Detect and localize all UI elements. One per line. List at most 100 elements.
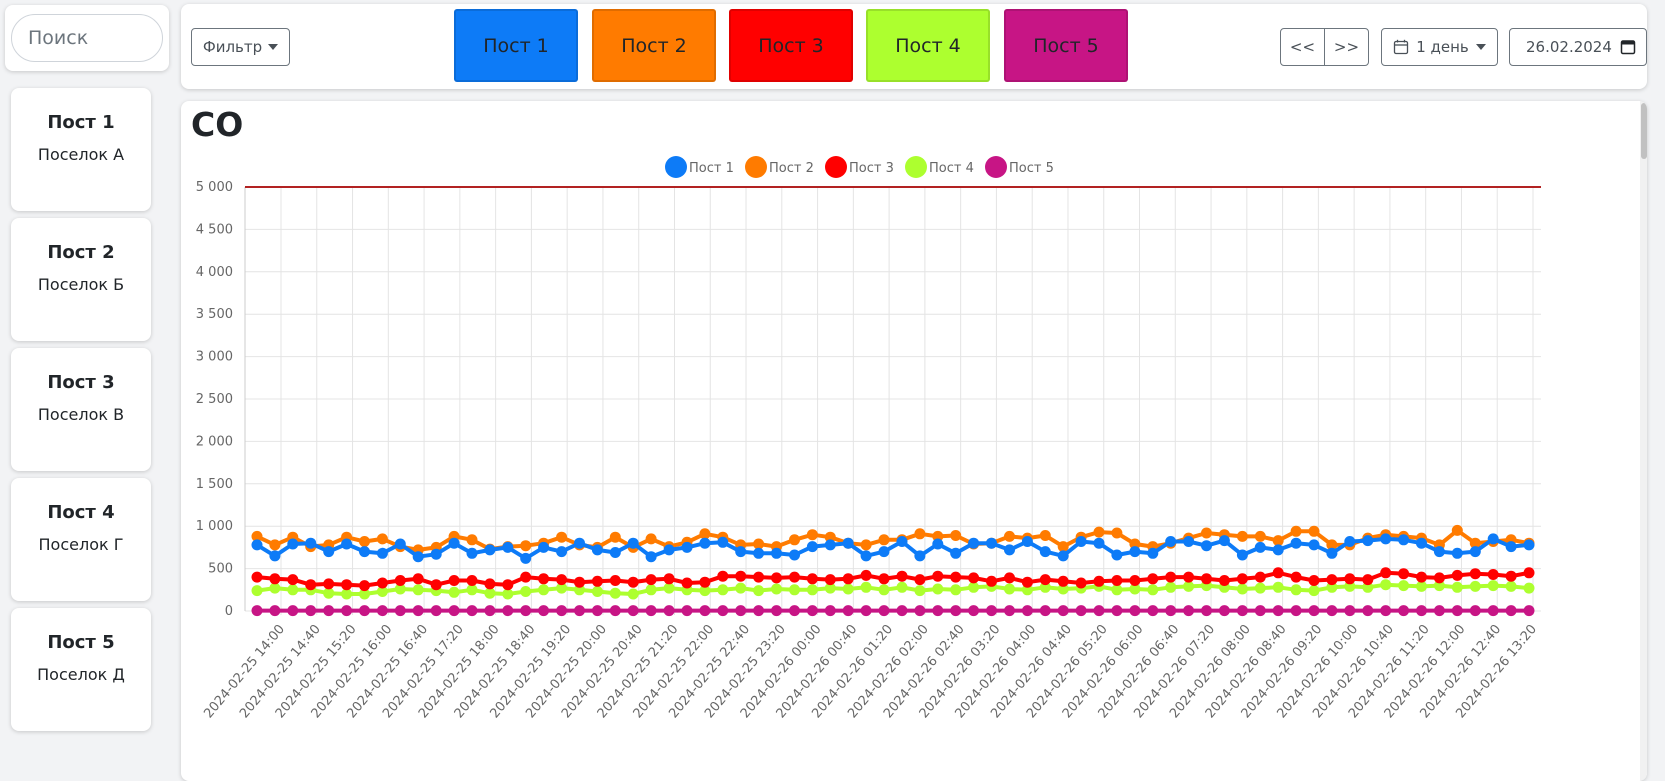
legend-marker — [905, 156, 927, 178]
y-tick-label: 5 000 — [196, 180, 233, 195]
scrollbar-thumb[interactable] — [1641, 103, 1647, 159]
data-point — [1039, 574, 1051, 586]
data-point — [269, 539, 281, 551]
data-point — [645, 533, 657, 545]
filter-dropdown-button[interactable]: Фильтр — [191, 28, 290, 66]
data-point — [1129, 575, 1141, 586]
data-point — [1147, 547, 1159, 559]
sidebar-post-card[interactable]: Пост 2 Поселок Б — [11, 218, 151, 341]
data-point — [878, 573, 890, 585]
series-line — [256, 570, 1530, 588]
data-point — [520, 605, 532, 617]
y-tick-label: 2 000 — [196, 434, 233, 449]
data-point — [1183, 571, 1195, 583]
data-point — [448, 586, 460, 598]
data-point — [753, 585, 765, 597]
data-point — [394, 605, 406, 617]
post-toggle-button[interactable]: Пост 3 — [729, 9, 853, 82]
period-dropdown-button[interactable]: 1 день — [1381, 28, 1498, 66]
data-point — [1469, 537, 1481, 549]
data-point — [1004, 583, 1015, 595]
data-point — [502, 605, 514, 617]
post-card-subtitle: Поселок Д — [37, 665, 125, 684]
data-point — [1236, 549, 1248, 561]
data-point — [323, 587, 335, 599]
post-toggle-button[interactable]: Пост 5 — [1004, 9, 1128, 82]
sidebar-post-card[interactable]: Пост 1 Поселок А — [11, 88, 151, 211]
data-point — [251, 530, 263, 542]
data-point — [932, 530, 944, 542]
y-tick-label: 0 — [225, 604, 233, 619]
chart-title: CO — [191, 105, 244, 144]
post-toggle-label: Пост 3 — [758, 34, 824, 57]
sidebar-post-card[interactable]: Пост 4 Поселок Г — [11, 478, 151, 601]
data-point — [842, 605, 854, 617]
series-4 — [251, 579, 1535, 600]
data-point — [986, 537, 997, 549]
data-point — [1290, 525, 1302, 537]
data-point — [627, 537, 639, 549]
data-point — [1057, 583, 1069, 595]
legend-marker — [985, 156, 1007, 178]
data-point — [394, 575, 406, 586]
data-point — [806, 573, 818, 585]
y-tick-label: 4 500 — [196, 222, 233, 237]
data-point — [1039, 581, 1051, 593]
data-point — [1004, 605, 1015, 617]
data-point — [1487, 569, 1499, 580]
data-point — [986, 575, 997, 587]
data-point — [1111, 527, 1123, 539]
data-point — [1254, 530, 1266, 542]
caret-down-icon — [1475, 44, 1486, 50]
data-point — [1218, 605, 1230, 617]
data-point — [1004, 530, 1015, 542]
data-point — [1433, 605, 1445, 617]
data-point — [305, 537, 317, 549]
data-point — [806, 529, 818, 541]
data-point — [1236, 530, 1248, 542]
post-toggle-button[interactable]: Пост 2 — [592, 9, 716, 82]
data-point — [341, 605, 353, 617]
data-point — [950, 605, 962, 617]
post-card-subtitle: Поселок В — [37, 405, 125, 424]
sidebar-post-card[interactable]: Пост 5 Поселок Д — [11, 608, 151, 731]
data-point — [1272, 544, 1284, 556]
data-point — [878, 546, 890, 558]
data-point — [914, 550, 926, 562]
data-point — [1505, 605, 1517, 617]
data-point — [771, 547, 782, 559]
data-point — [1147, 573, 1159, 585]
data-point — [251, 571, 263, 583]
data-point — [932, 570, 944, 582]
data-point — [1057, 575, 1069, 587]
data-point — [1380, 533, 1392, 545]
data-point — [448, 575, 460, 586]
data-point — [359, 605, 370, 617]
search-input[interactable] — [11, 14, 163, 62]
data-point — [591, 586, 603, 597]
data-point — [556, 531, 568, 543]
date-value: 26.02.2024 — [1526, 38, 1612, 56]
vertical-scrollbar[interactable] — [1640, 101, 1647, 781]
data-point — [806, 584, 818, 596]
data-point — [681, 605, 693, 617]
data-point — [717, 605, 729, 617]
data-point — [645, 605, 657, 617]
legend-label: Пост 1 — [689, 161, 734, 176]
date-input[interactable]: 26.02.2024 — [1509, 28, 1647, 66]
sidebar-post-card[interactable]: Пост 3 Поселок В — [11, 348, 151, 471]
post-toggle-label: Пост 2 — [621, 34, 687, 57]
prev-period-button[interactable]: << — [1289, 38, 1316, 56]
post-toggle-button[interactable]: Пост 4 — [866, 9, 990, 82]
next-period-button[interactable]: >> — [1324, 29, 1368, 65]
data-point — [269, 582, 281, 594]
data-point — [878, 605, 890, 617]
data-point — [359, 536, 370, 547]
data-point — [609, 575, 621, 586]
calendar-icon[interactable] — [1620, 39, 1636, 55]
post-toggle-button[interactable]: Пост 1 — [454, 9, 578, 82]
data-point — [1326, 605, 1338, 617]
data-point — [1344, 605, 1356, 617]
data-point — [663, 544, 675, 556]
data-point — [538, 605, 550, 617]
